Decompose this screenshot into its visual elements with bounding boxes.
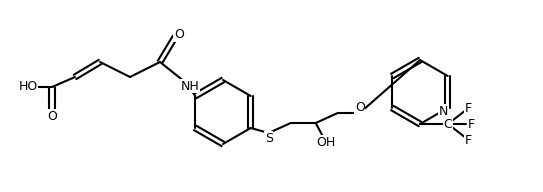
Text: NH: NH — [181, 79, 199, 93]
Text: OH: OH — [316, 136, 336, 148]
Text: F: F — [468, 118, 475, 131]
Text: N: N — [439, 104, 449, 118]
Text: S: S — [265, 132, 273, 145]
Text: F: F — [464, 102, 471, 114]
Text: O: O — [355, 100, 365, 113]
Text: O: O — [174, 28, 184, 41]
Text: O: O — [47, 109, 57, 122]
Text: F: F — [464, 133, 471, 146]
Text: HO: HO — [18, 80, 37, 94]
Text: C: C — [444, 118, 452, 131]
